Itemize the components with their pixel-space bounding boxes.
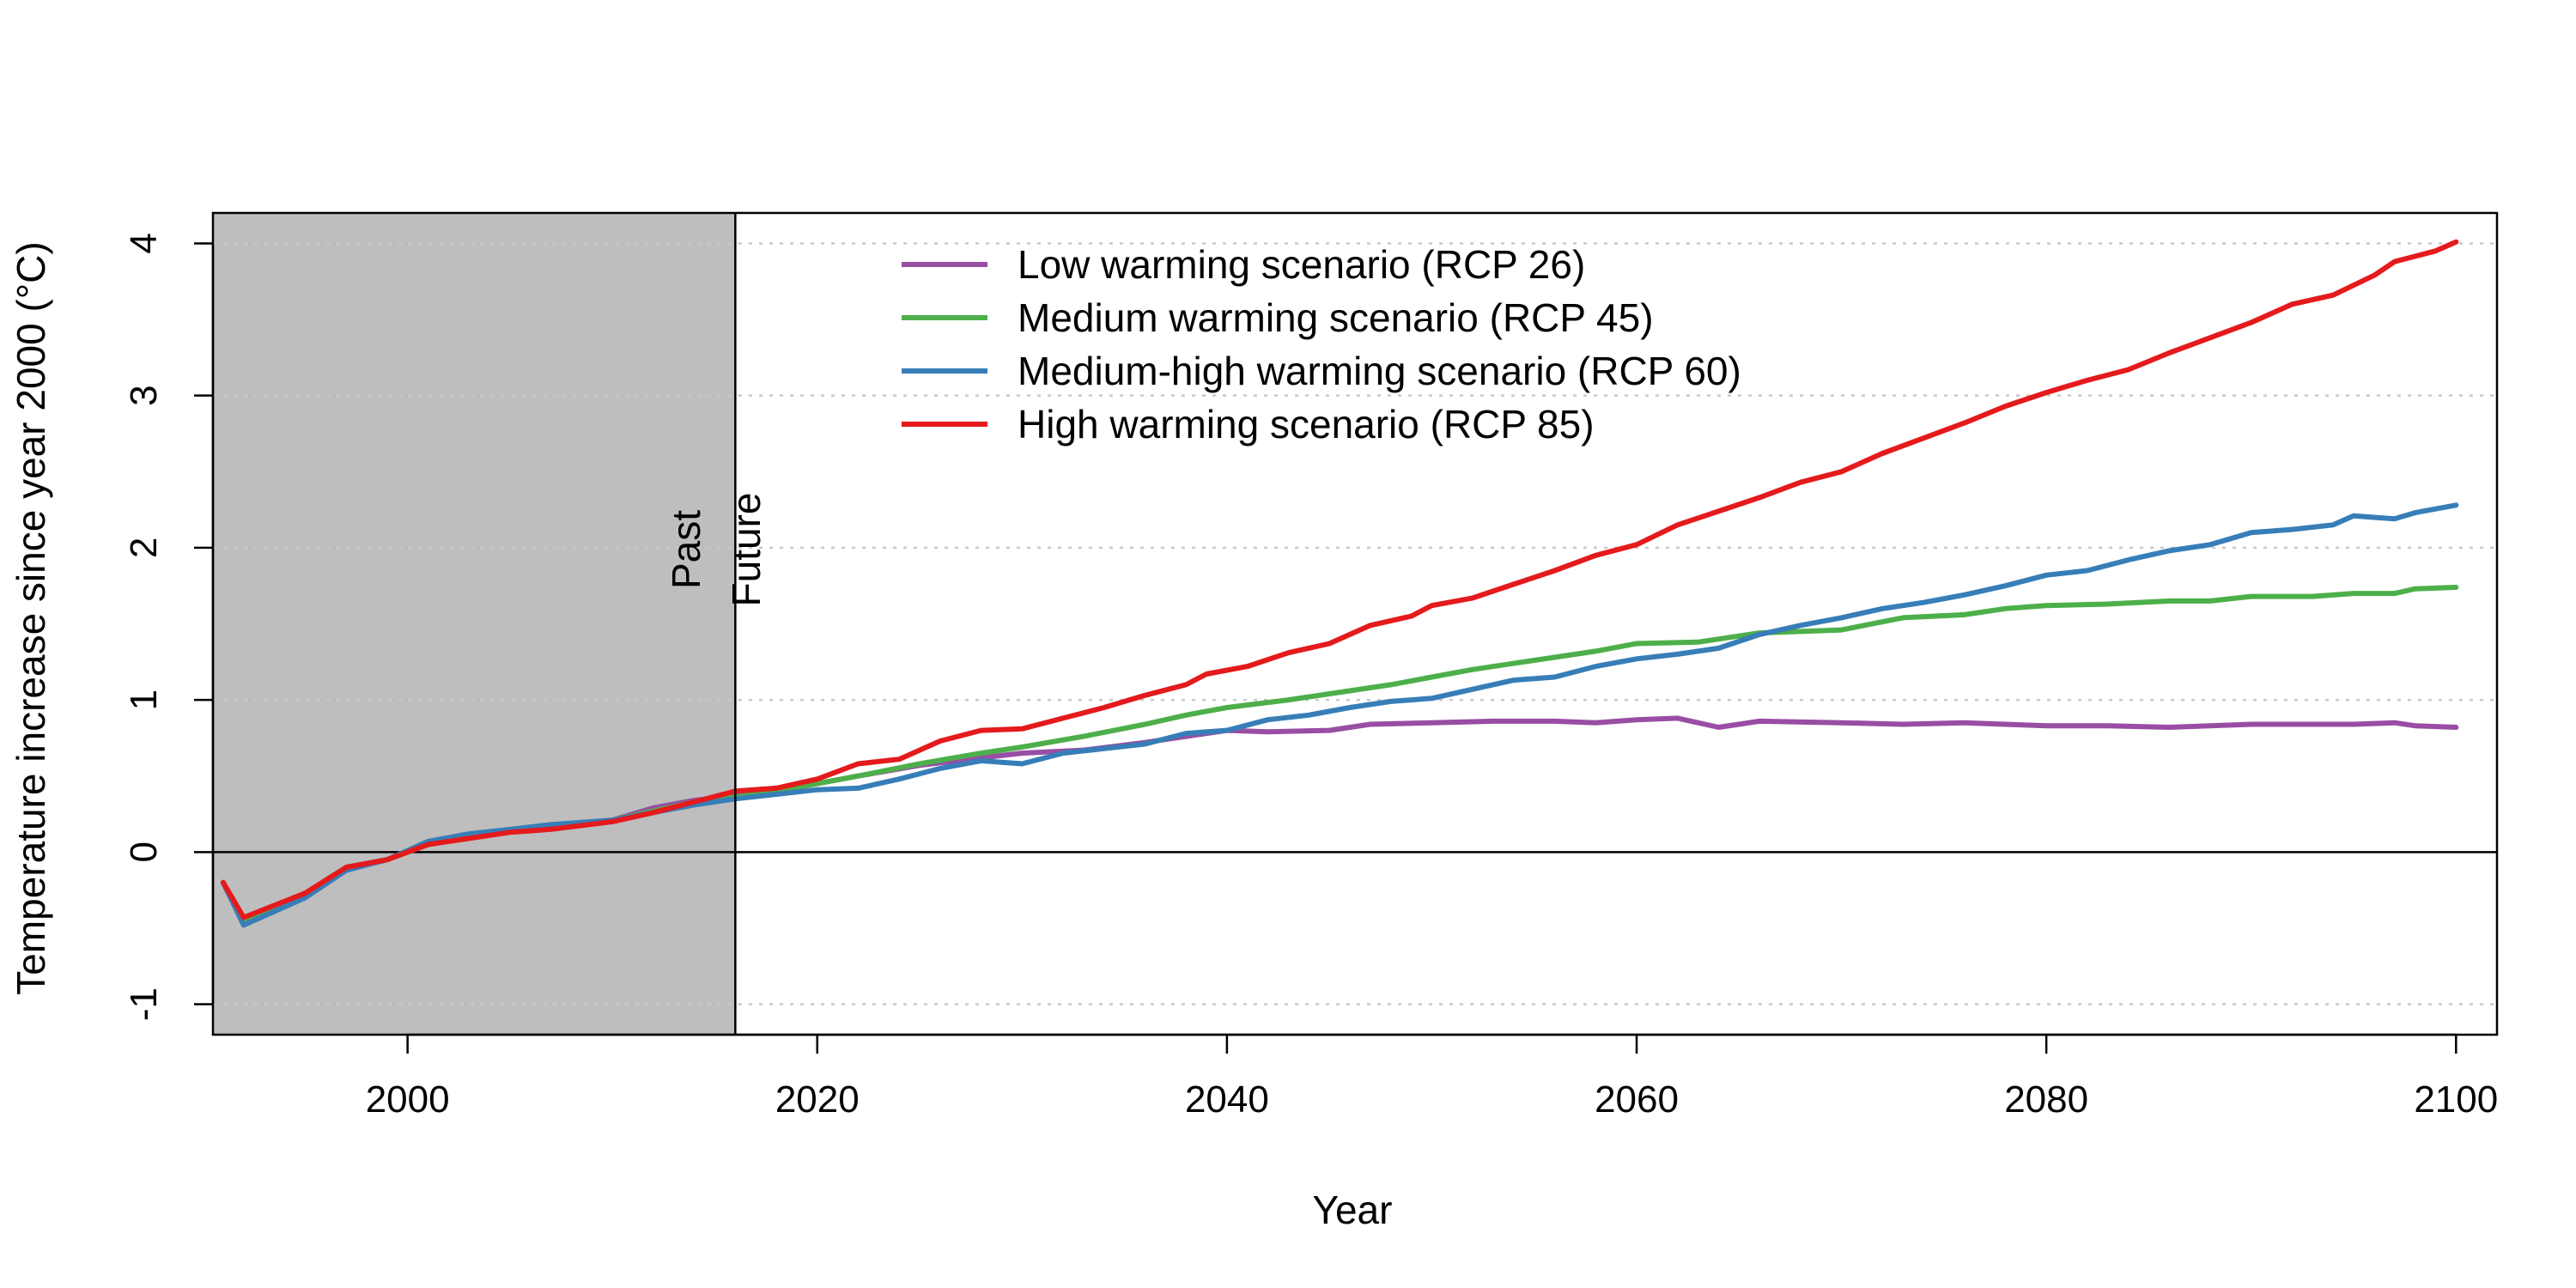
y-tick-label: 4 (123, 233, 165, 253)
x-axis-label: Year (1313, 1188, 1393, 1232)
past-shaded-region (213, 213, 736, 1035)
series-line-4 (220, 239, 2459, 920)
legend-entry-1: Low warming scenario (RCP 26) (1018, 242, 1585, 287)
gridlines (213, 242, 2497, 1005)
y-axis: -1 0 1 2 3 4 (123, 233, 215, 1021)
legend: Low warming scenario (RCP 26) Medium warm… (902, 242, 1741, 447)
x-tick-label: 2060 (1595, 1078, 1679, 1121)
y-tick-label: 3 (123, 385, 165, 405)
y-tick-label: 2 (123, 538, 165, 558)
future-label: Future (724, 493, 769, 607)
x-tick-label: 2080 (2004, 1078, 2088, 1121)
series-lines (220, 239, 2459, 928)
legend-entry-3: Medium-high warming scenario (RCP 60) (1018, 349, 1741, 393)
plot-background (213, 213, 736, 1035)
x-tick-label: 2100 (2414, 1078, 2498, 1121)
legend-entry-4: High warming scenario (RCP 85) (1018, 402, 1595, 447)
y-tick-label: 0 (123, 841, 165, 862)
y-tick-label: 1 (123, 690, 165, 710)
x-tick-label: 2040 (1185, 1078, 1269, 1121)
y-axis-label: Temperature increase since year 2000 (°C… (9, 241, 53, 994)
x-tick-label: 2000 (366, 1078, 450, 1121)
legend-entry-2: Medium warming scenario (RCP 45) (1018, 295, 1654, 340)
past-label: Past (664, 510, 708, 589)
x-tick-label: 2020 (775, 1078, 860, 1121)
annotations: Past Future (664, 493, 769, 607)
y-tick-label: -1 (123, 987, 165, 1021)
x-axis: 2000 2020 2040 2060 2080 2100 (366, 1033, 2498, 1121)
